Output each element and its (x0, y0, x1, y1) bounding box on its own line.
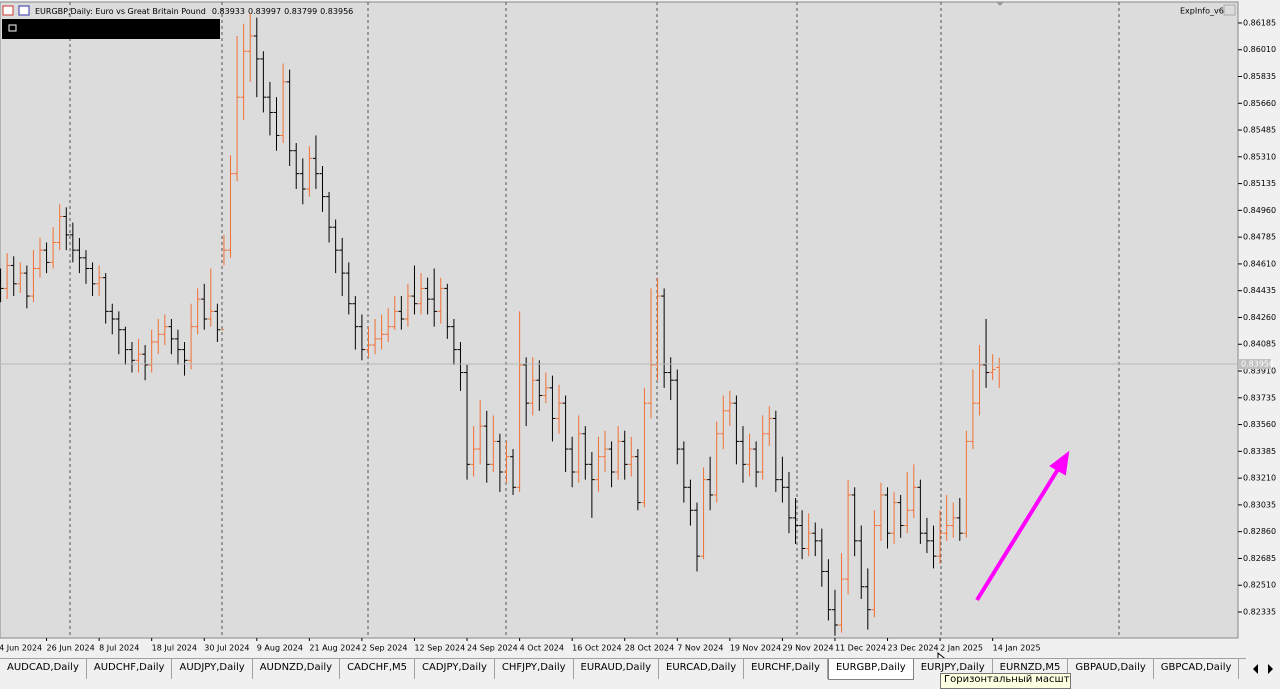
y-tick-label: 0.84960 (1243, 206, 1276, 215)
tab[interactable]: GBPAUD,Daily (1068, 659, 1154, 679)
x-tick-label: 18 Jul 2024 (152, 644, 197, 653)
y-tick-label: 0.82685 (1243, 554, 1276, 563)
y-tick-label: 0.85310 (1243, 152, 1276, 161)
tooltip: Горизонтальный масштаб (940, 673, 1071, 689)
x-tick-label: 14 Jun 2024 (0, 644, 42, 653)
y-tick-label: 0.82510 (1243, 581, 1276, 590)
header-low: 0.83799 (284, 7, 317, 16)
indicator-label: ExpInfo_v6 (1180, 7, 1224, 16)
tab[interactable]: EURAUD,Daily (574, 659, 660, 679)
black-panel[interactable] (2, 19, 220, 39)
y-tick-label: 0.85135 (1243, 179, 1276, 188)
y-tick-label: 0.83910 (1243, 367, 1276, 376)
y-tick-label: 0.83560 (1243, 420, 1276, 429)
cursor (937, 651, 945, 658)
tab[interactable]: EURJPY,Daily (914, 659, 993, 679)
header-open: 0.83933 (212, 7, 245, 16)
y-tick-label: 0.84435 (1243, 286, 1276, 295)
tab[interactable]: AUDJPY,Daily (172, 659, 253, 679)
x-tick-label: 9 Aug 2024 (257, 644, 303, 653)
x-tick-label: 26 Jun 2024 (47, 644, 95, 653)
y-tick-label: 0.84085 (1243, 340, 1276, 349)
period-separators (69, 2, 1120, 638)
scroll-left[interactable] (1253, 664, 1258, 674)
x-tick-label: 8 Jul 2024 (99, 644, 139, 653)
x-tick-label: 30 Jul 2024 (204, 644, 249, 653)
tab[interactable]: CADJPY,Daily (415, 659, 495, 679)
x-tick-label: 23 Dec 2024 (888, 644, 939, 653)
x-tick-label: 19 Nov 2024 (730, 644, 781, 653)
tab[interactable]: EURGBP,Daily (827, 659, 914, 680)
tab[interactable]: GBPCAD,Daily (1154, 659, 1240, 679)
tab[interactable]: AUDCAD,Daily (0, 659, 87, 679)
y-tick-label: 0.83035 (1243, 500, 1276, 509)
y-tick-label: 0.84785 (1243, 233, 1276, 242)
y-tick-label: 0.85485 (1243, 126, 1276, 135)
y-tick-label: 0.82860 (1243, 527, 1276, 536)
x-tick-label: 2 Sep 2024 (362, 644, 408, 653)
tab[interactable]: CHFJPY,Daily (495, 659, 574, 679)
y-tick-label: 0.83210 (1243, 474, 1276, 483)
current-price-label: 0.83956 (1241, 359, 1274, 368)
header-high: 0.83997 (248, 7, 281, 16)
tab[interactable]: GBPCHF,M5 (1239, 659, 1246, 679)
tab[interactable]: EURCHF,Daily (744, 659, 828, 679)
x-tick-label: 29 Nov 2024 (782, 644, 833, 653)
y-tick-label: 0.86185 (1243, 18, 1276, 27)
y-tick-label: 0.85835 (1243, 72, 1276, 81)
toolbar-icons (2, 5, 30, 16)
tab[interactable]: CADCHF,M5 (340, 659, 416, 679)
arrow-shaft (975, 464, 1062, 602)
arrow-head (1049, 450, 1070, 476)
x-tick-label: 7 Nov 2024 (677, 644, 723, 653)
tab[interactable]: AUDNZD,Daily (253, 659, 341, 679)
shift-marker (996, 2, 1004, 6)
panel-icon (8, 24, 17, 32)
x-tick-label: 16 Oct 2024 (572, 644, 621, 653)
current-price-box (1239, 358, 1271, 369)
y-tick-label: 0.84260 (1243, 313, 1276, 322)
y-tick-label: 0.83735 (1243, 393, 1276, 402)
x-tick-label: 14 Jan 2025 (993, 644, 1041, 653)
tab[interactable]: EURCAD,Daily (659, 659, 745, 679)
x-tick-label: 24 Sep 2024 (467, 644, 518, 653)
x-tick-label: 11 Dec 2024 (835, 644, 886, 653)
tab-scroll (1253, 664, 1273, 674)
tab[interactable]: AUDCHF,Daily (87, 659, 173, 679)
y-tick-label: 0.82335 (1243, 607, 1276, 616)
y-tick-label: 0.83385 (1243, 447, 1276, 456)
tab-bar: AUDCAD,Daily AUDCHF,Daily AUDJPY,Daily AUDN… (0, 658, 1246, 682)
header-close: 0.83956 (320, 7, 353, 16)
x-tick-label: 28 Oct 2024 (625, 644, 674, 653)
x-tick-label: 2 Jan 2025 (940, 644, 983, 653)
chart-header: EURGBP,Daily: Euro vs Great Britain Poun… (35, 7, 353, 16)
plot-area (0, 1, 1239, 639)
y-tick-label: 0.84610 (1243, 259, 1276, 268)
x-tick-label: 12 Sep 2024 (414, 644, 465, 653)
x-tick-label: 21 Aug 2024 (309, 644, 360, 653)
y-tick-label: 0.86010 (1243, 45, 1276, 54)
indicator-icon (1223, 4, 1236, 16)
symbol-title: EURGBP,Daily: Euro vs Great Britain Poun… (35, 7, 206, 16)
scroll-right[interactable] (1268, 664, 1273, 674)
tab[interactable]: EURNZD,M5 (993, 659, 1069, 679)
x-tick-label: 4 Oct 2024 (520, 644, 564, 653)
chart: EURGBP,Daily: Euro vs Great Britain Poun… (0, 1, 1277, 658)
y-tick-label: 0.85660 (1243, 99, 1276, 108)
